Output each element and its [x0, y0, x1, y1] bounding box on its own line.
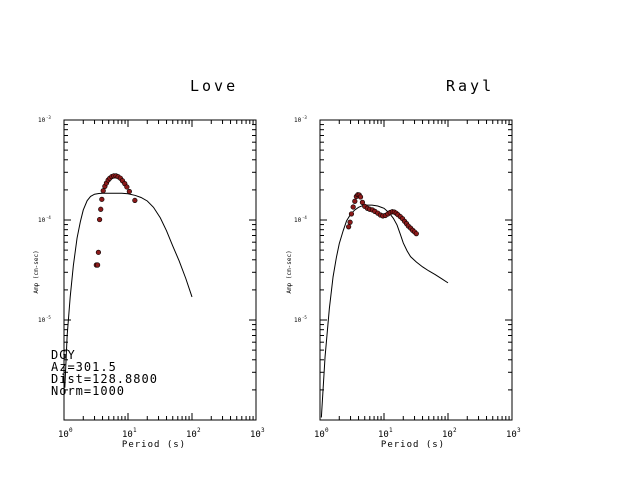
svg-text:10: 10 [186, 430, 197, 440]
observed-amplitude-point [347, 219, 353, 225]
y-axis-ticks-love: 10-510-410-3 [38, 115, 256, 421]
plot-area-love [64, 173, 193, 388]
y-tick-label: 10 -4 [38, 215, 51, 224]
station-code: DGY [51, 348, 76, 362]
svg-text:3: 3 [517, 427, 521, 434]
svg-text:10: 10 [38, 117, 46, 124]
y-axis-label-love: Amp (cm-sec) [33, 250, 40, 293]
plot-frame-love [63, 119, 257, 421]
svg-text:10: 10 [294, 317, 302, 324]
y-tick-label: 10 -3 [294, 115, 307, 124]
plot-frame-rayleigh [319, 119, 513, 421]
observed-amplitude-point [359, 199, 366, 205]
x-axis-label-rayleigh: Period (s) [381, 440, 445, 450]
svg-text:-4: -4 [302, 215, 307, 220]
x-axis-ticks-rayleigh: 10 0 10 1 10 2 10 3 [314, 120, 521, 440]
model-amplitude-curve [64, 192, 193, 388]
x-axis-label-love: Period (s) [122, 440, 186, 450]
x-axis-ticks-love: 10 0 10 1 10 2 10 3 [58, 120, 265, 440]
observed-amplitude-point [96, 216, 103, 223]
svg-text:3: 3 [261, 427, 265, 434]
observed-amplitude-point [94, 262, 101, 268]
observed-amplitude-point [413, 231, 419, 237]
x-tick-label: 10 2 [442, 427, 457, 440]
svg-text:10: 10 [506, 430, 517, 440]
svg-text:-4: -4 [46, 215, 51, 220]
y-tick-label: 10 -5 [38, 315, 51, 324]
observed-amplitude-point [95, 249, 102, 255]
x-tick-label: 10 0 [314, 427, 329, 440]
svg-text:2: 2 [197, 427, 201, 434]
observed-amplitude-point [124, 184, 130, 190]
svg-text:10: 10 [38, 217, 46, 224]
observed-amplitude-point [100, 188, 106, 194]
svg-text:1: 1 [133, 427, 137, 434]
x-tick-label: 10 3 [250, 427, 265, 440]
y-tick-label: 10 -5 [294, 315, 307, 324]
x-tick-label: 10 1 [122, 427, 137, 440]
x-tick-label: 10 1 [378, 427, 393, 440]
svg-text:10: 10 [294, 217, 302, 224]
svg-text:10: 10 [122, 430, 133, 440]
observed-amplitude-point [357, 194, 364, 200]
observed-amplitude-point [348, 211, 355, 217]
y-tick-label: 10 -3 [38, 115, 51, 124]
y-axis-label-rayleigh: Amp (cm-sec) [286, 250, 293, 293]
observed-amplitude-point [352, 198, 358, 204]
y-tick-label: 10 -4 [294, 215, 307, 224]
panel-rayleigh: Rayl 10-510-410-3 10 0 10 1 10 2 10 3 Period (s… [286, 77, 521, 450]
svg-text:1: 1 [389, 427, 393, 434]
svg-text:10: 10 [378, 430, 389, 440]
azimuth-text: Az=301.5 [51, 360, 117, 374]
observed-amplitude-point [98, 206, 104, 212]
norm-text: Norm=1000 [51, 384, 125, 398]
x-tick-label: 10 2 [186, 427, 201, 440]
svg-text:-5: -5 [46, 315, 51, 320]
model-amplitude-curve [320, 204, 449, 418]
x-tick-label: 10 3 [506, 427, 521, 440]
panel-title-love: Love [190, 77, 238, 95]
station-info: DGY Az=301.5 Dist=128.8800 Norm=1000 [51, 348, 158, 398]
svg-text:10: 10 [314, 430, 325, 440]
svg-text:0: 0 [325, 427, 329, 434]
svg-text:-3: -3 [46, 115, 51, 120]
svg-text:10: 10 [442, 430, 453, 440]
panel-title-rayleigh: Rayl [446, 77, 494, 95]
svg-text:-5: -5 [302, 315, 307, 320]
y-axis-ticks-rayleigh: 10-510-410-3 [294, 115, 512, 421]
x-tick-label: 10 0 [58, 427, 73, 440]
panel-love: Love 10-510-410-3 10 0 10 1 10 2 10 3 Period (s… [33, 77, 265, 450]
svg-text:0: 0 [69, 427, 73, 434]
observed-amplitude-point [132, 197, 138, 204]
observed-amplitude-point [99, 196, 105, 202]
svg-text:10: 10 [38, 317, 46, 324]
svg-text:-3: -3 [302, 115, 307, 120]
plot-area-rayleigh [320, 192, 449, 418]
observed-amplitude-point [346, 224, 352, 230]
observed-amplitude-point [126, 188, 132, 195]
svg-text:2: 2 [453, 427, 457, 434]
svg-text:10: 10 [294, 117, 302, 124]
distance-text: Dist=128.8800 [51, 372, 158, 386]
svg-text:10: 10 [250, 430, 261, 440]
observed-amplitude-point [350, 204, 356, 210]
svg-text:10: 10 [58, 430, 69, 440]
